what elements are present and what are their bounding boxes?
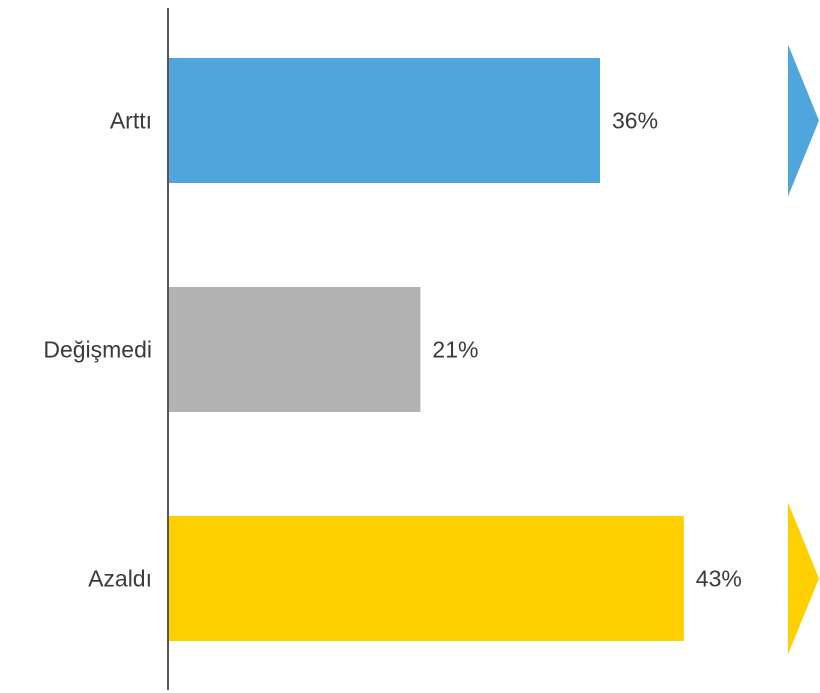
bar-degismedi xyxy=(169,287,421,412)
arrow-marker-azaldi xyxy=(788,502,819,655)
category-label-azaldi: Azaldı xyxy=(88,566,152,592)
value-label-azaldi: 43% xyxy=(696,566,742,592)
value-label-artti: 36% xyxy=(612,108,658,134)
value-label-degismedi: 21% xyxy=(432,337,478,363)
category-label-degismedi: Değişmedi xyxy=(43,337,152,363)
bar-azaldi xyxy=(169,516,684,641)
arrow-marker-artti xyxy=(788,44,819,197)
category-label-artti: Arttı xyxy=(110,108,152,134)
bar-artti xyxy=(169,58,600,183)
